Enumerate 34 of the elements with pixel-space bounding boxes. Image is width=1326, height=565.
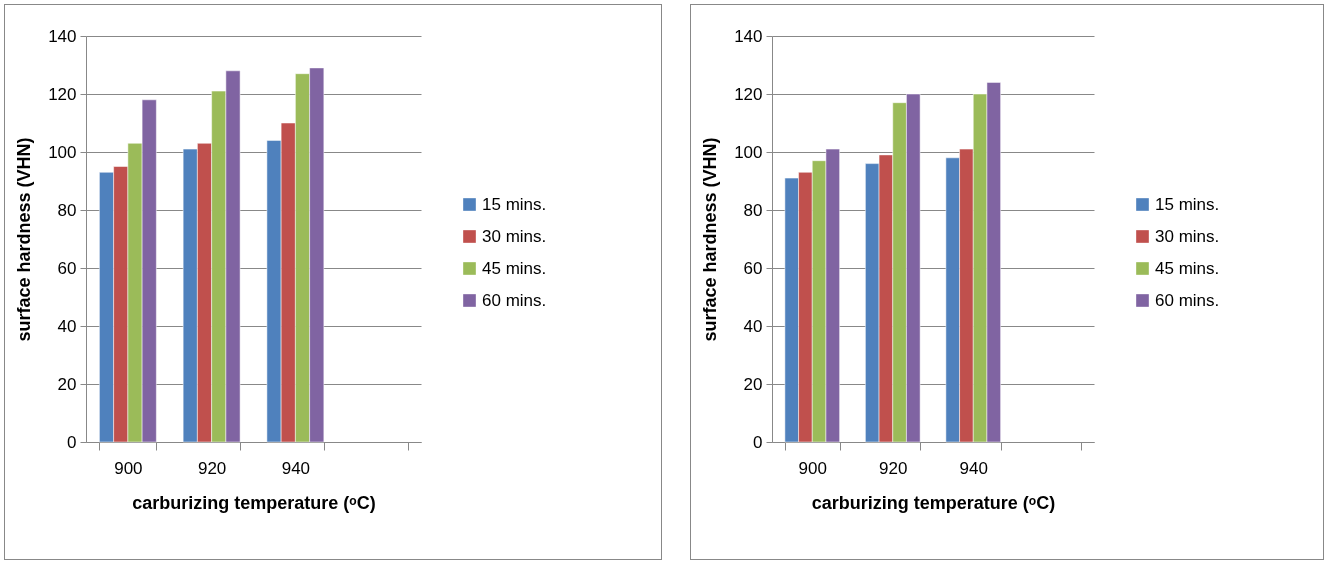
x-tick-label: 900	[114, 458, 143, 478]
legend-label: 15 mins.	[482, 194, 547, 214]
y-tick-label: 80	[743, 200, 763, 220]
legend-label: 60 mins.	[1155, 290, 1220, 310]
legend-label: 60 mins.	[482, 290, 547, 310]
y-tick-label: 120	[734, 84, 763, 104]
y-tick-label: 40	[57, 316, 77, 336]
x-axis-title: carburizing temperature (ᵒC)	[132, 492, 376, 513]
x-axis-title: carburizing temperature (ᵒC)	[811, 492, 1056, 513]
y-tick-label: 100	[48, 142, 77, 162]
y-axis-title: surface hardness (VHN)	[700, 137, 721, 342]
y-tick-label: 140	[734, 26, 763, 46]
y-tick-label: 100	[734, 142, 763, 162]
y-axis-title: surface hardness (VHN)	[14, 137, 35, 342]
x-tick-label: 920	[879, 458, 908, 478]
y-tick-label: 40	[743, 316, 763, 336]
y-tick-label: 120	[48, 84, 77, 104]
x-tick-label: 940	[281, 458, 311, 478]
y-tick-label: 0	[67, 432, 77, 452]
y-tick-label: 60	[57, 258, 77, 278]
legend-label: 30 mins.	[1155, 226, 1220, 246]
y-tick-label: 20	[743, 374, 763, 394]
legend-label: 30 mins.	[482, 226, 547, 246]
x-tick-label: 920	[197, 458, 227, 478]
y-tick-label: 60	[743, 258, 763, 278]
y-tick-label: 140	[48, 26, 77, 46]
x-tick-label: 940	[959, 458, 988, 478]
x-tick-label: 900	[798, 458, 827, 478]
legend-label: 15 mins.	[1155, 194, 1220, 214]
y-tick-label: 80	[57, 200, 77, 220]
y-tick-label: 20	[57, 374, 77, 394]
legend-label: 45 mins.	[482, 258, 547, 278]
legend-label: 45 mins.	[1155, 258, 1220, 278]
y-tick-label: 0	[753, 432, 763, 452]
